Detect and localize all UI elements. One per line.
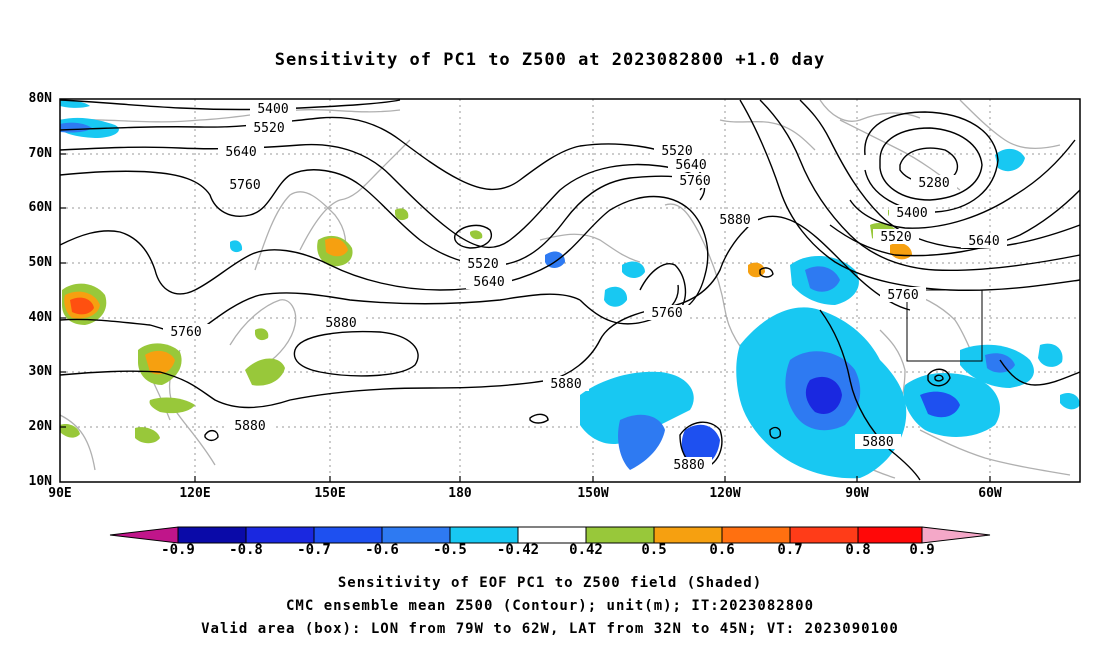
contour-label: 5640 [968,234,999,249]
contour-label: 5880 [550,377,581,392]
contour-label: 5760 [887,288,918,303]
contour-label: 5760 [170,325,201,340]
caption-shaded: Sensitivity of EOF PC1 to Z500 field (Sh… [337,575,763,591]
contour-labels: 5400 5520 5640 5760 5760 5880 5520 5640 … [163,101,1007,473]
lon-label: 60W [978,486,1002,501]
contour-label: 5880 [325,316,356,331]
contour-label: 5880 [234,419,265,434]
lat-label: 40N [28,310,52,325]
colorbar-label: -0.9 [161,542,195,558]
lat-label: 10N [28,474,52,489]
contour-label: 5760 [679,174,710,189]
lon-label: 90E [48,486,72,501]
contour-label: 5640 [675,158,706,173]
lon-label: 120E [179,486,211,501]
colorbar-label: -0.5 [433,542,467,558]
contour-label: 5640 [473,275,504,290]
colorbar-label: 0.8 [845,542,871,558]
contour-label: 5520 [467,257,498,272]
contour-label: 5400 [257,102,288,117]
colorbar [109,526,991,544]
caption-contour: CMC ensemble mean Z500 (Contour); unit(m… [285,598,814,614]
valid-area-box [906,289,983,362]
contour-label: 5760 [229,178,260,193]
contour-label: 5520 [253,121,284,136]
lat-label: 60N [28,200,52,215]
lon-label: 90W [845,486,869,501]
colorbar-label: 0.6 [709,542,735,558]
lon-label: 120W [709,486,741,501]
lat-label: 20N [28,419,52,434]
lat-label: 70N [28,146,52,161]
colorbar-label: 0.7 [777,542,803,558]
contour-label: 5880 [719,213,750,228]
contour-label: 5280 [918,176,949,191]
contour-label: 5520 [880,230,911,245]
lat-label: 80N [28,91,52,106]
colorbar-label: 0.9 [909,542,935,558]
z500-contours [59,99,1081,481]
colorbar-low-triangle [109,526,179,544]
contour-label: 5400 [896,206,927,221]
colorbar-label: -0.42 [496,542,540,558]
colorbar-label: -0.6 [365,542,399,558]
contour-label: 5880 [673,458,704,473]
lon-label: 150E [314,486,346,501]
caption-valid-area: Valid area (box): LON from 79W to 62W, L… [201,621,899,637]
colorbar-label: 0.5 [641,542,667,558]
colorbar-label: 0.42 [569,542,603,558]
lon-label: 180 [448,486,472,501]
colorbar-label: -0.8 [229,542,263,558]
lat-label: 50N [28,255,52,270]
colorbar-label: -0.7 [297,542,331,558]
contour-label: 5520 [661,144,692,159]
lat-label: 30N [28,364,52,379]
lon-label: 150W [577,486,609,501]
colorbar-high-triangle [921,526,991,544]
contour-label: 5760 [651,306,682,321]
contour-label: 5640 [225,145,256,160]
map-title: Sensitivity of PC1 to Z500 at 2023082800… [274,50,826,70]
contour-label: 5880 [862,435,893,450]
